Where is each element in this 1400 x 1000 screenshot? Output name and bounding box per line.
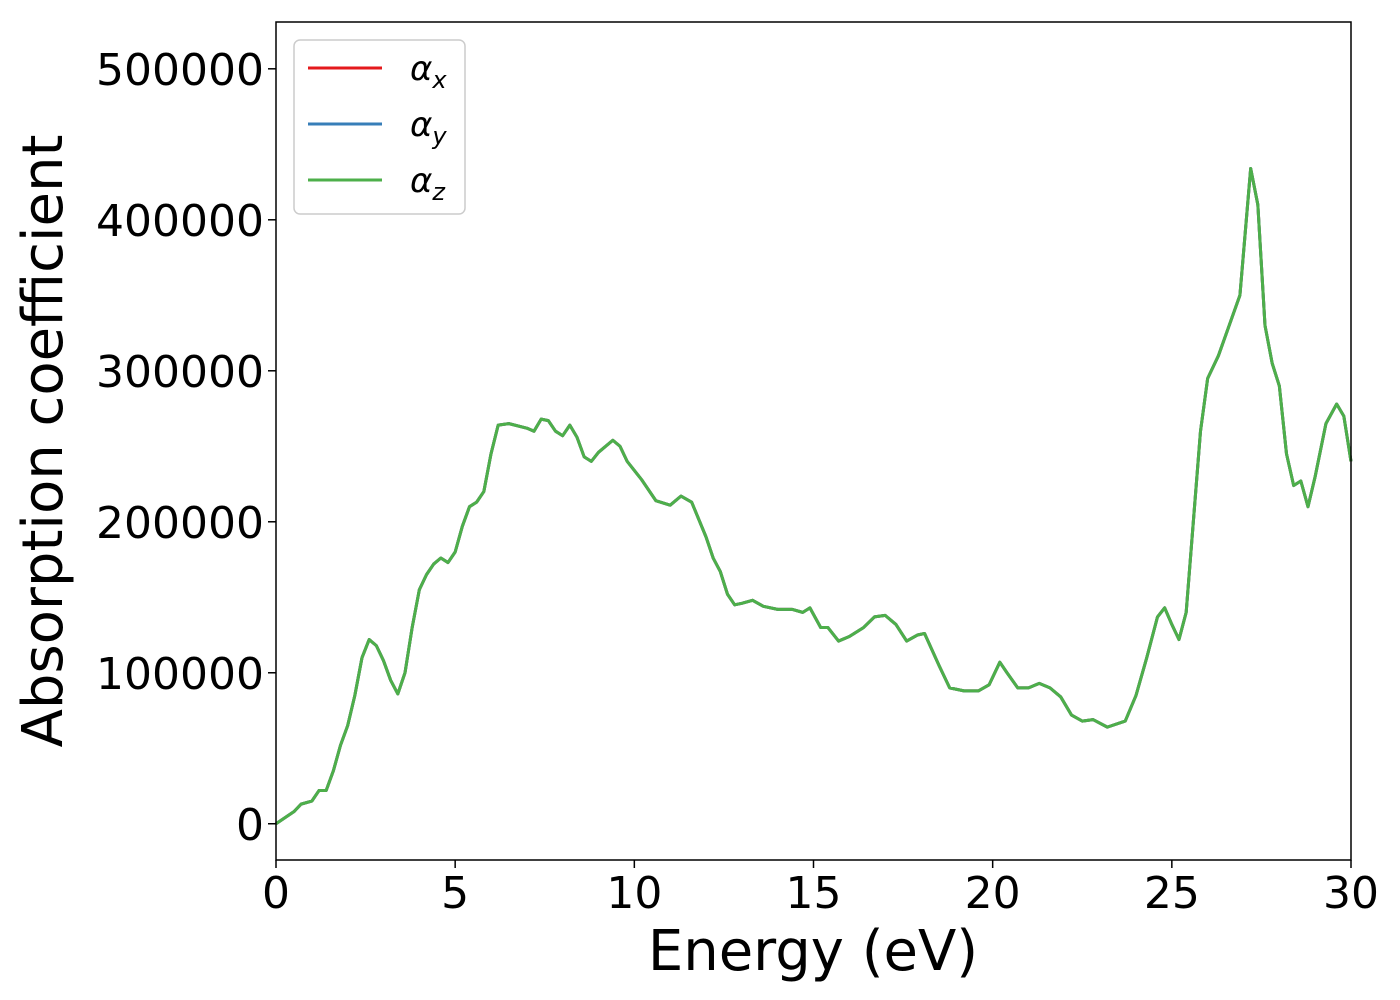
x-tick-label: 5: [441, 868, 469, 919]
x-tick-label: 20: [965, 868, 1021, 919]
line-series: [275, 166, 1353, 826]
y-tick-label: 100000: [96, 649, 264, 700]
x-tick-label: 25: [1144, 868, 1200, 919]
y-axis-label: Absorption coefficient: [11, 135, 76, 748]
y-tick-label: 0: [236, 800, 264, 851]
line-series: [275, 166, 1353, 826]
y-tick-label: 500000: [96, 45, 264, 96]
y-tick-label: 400000: [96, 196, 264, 247]
y-tick-label: 300000: [96, 347, 264, 398]
x-axis-label: Energy (eV): [648, 919, 978, 984]
x-tick-label: 15: [786, 868, 842, 919]
legend-box: [293, 39, 466, 215]
y-tick-label: 200000: [96, 498, 264, 549]
legend-label: αx: [410, 49, 447, 94]
plot-frame: [275, 21, 1352, 861]
x-tick-label: 0: [262, 868, 290, 919]
legend-label: αy: [410, 105, 447, 150]
x-tick-label: 30: [1323, 868, 1379, 919]
legend-label: αz: [410, 161, 446, 206]
x-tick-label: 10: [606, 868, 662, 919]
line-series: [275, 166, 1353, 826]
